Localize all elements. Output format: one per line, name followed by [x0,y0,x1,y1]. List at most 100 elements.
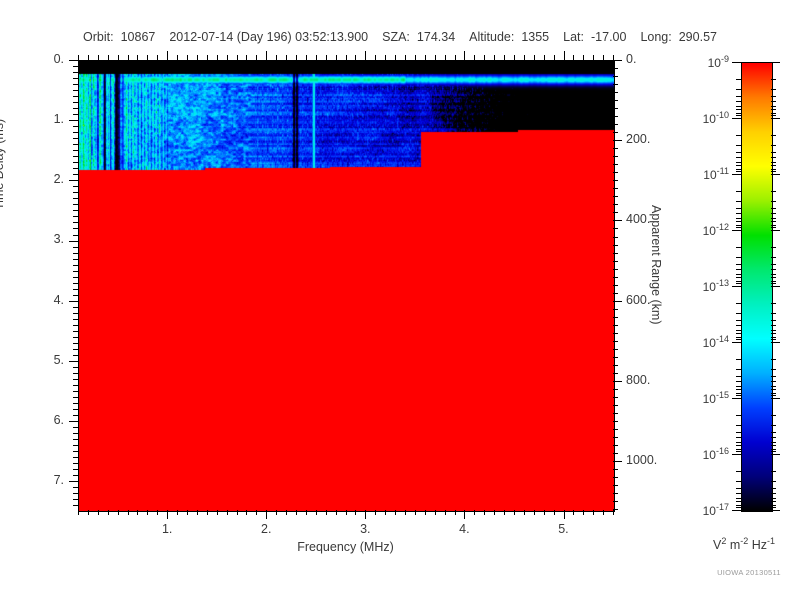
cbar-minor-tick-right [771,256,776,258]
y2-tick [613,421,618,422]
y-tick [73,150,78,152]
x-tick [206,510,208,515]
x-tick-top [573,55,575,60]
cbar-minor-tick-right [771,441,776,443]
y2-tick-label: 600. [626,292,651,307]
x-tick [276,510,278,515]
cbar-minor-tick-right [771,339,776,341]
x-tick [305,510,307,515]
cbar-major-tick [732,510,741,511]
y2-tick [613,180,618,182]
cbar-minor-tick-right [771,375,776,377]
y-tick [69,240,78,242]
y2-tick [613,485,618,487]
cbar-minor-tick [736,424,741,426]
cbar-tick-label: 10-17 [702,502,729,518]
y-tick [73,330,78,332]
cbar-minor-tick-right [771,109,776,111]
x-tick-top [147,55,149,60]
cbar-minor-tick [736,134,741,136]
cbar-tick-label: 10-11 [703,166,729,182]
y-tick [73,138,78,140]
x-tick-top [434,55,436,60]
cbar-minor-tick-right [771,358,776,360]
cbar-minor-tick-right [771,507,776,509]
x-tick [523,510,525,515]
cbar-minor-tick [736,470,741,472]
y2-tick [613,445,618,446]
cbar-major-tick-right [771,454,780,455]
cbar-minor-tick [736,157,741,159]
orbit-label: Orbit: [83,30,114,44]
cbar-minor-tick-right [771,395,776,397]
x-tick-top [385,55,387,60]
x-tick [494,510,496,515]
cbar-minor-tick-right [771,263,776,265]
cbar-minor-tick [736,336,741,338]
cbar-minor-tick [736,263,741,265]
x-tick-top [424,55,426,60]
cbar-minor-tick [736,105,741,107]
y-tick [73,354,78,356]
y-tick-label: 3. [53,232,64,247]
x-tick-top [196,55,198,60]
cbar-minor-tick [736,480,741,482]
x-tick [573,510,575,515]
y2-tick [613,340,618,342]
cbar-minor-tick [736,269,741,271]
cbar-major-tick [732,62,741,63]
cbar-minor-tick [736,431,741,433]
x-tick-top [553,55,555,60]
y2-tick [613,276,618,278]
y2-tick [613,453,618,454]
x-tick-top [256,55,258,60]
y-tick [73,132,78,134]
cbar-minor-tick-right [771,312,776,314]
y-tick [73,342,78,344]
x-tick-top [87,55,89,60]
spectrogram-image [79,61,614,511]
cbar-minor-tick-right [771,329,776,331]
y-tick [73,378,78,380]
cbar-minor-tick-right [771,88,776,90]
cbar-minor-tick [736,501,741,503]
y-tick [73,270,78,272]
cbar-tick-label: 10-10 [702,110,729,126]
y-tick [73,78,78,79]
y2-tick [613,493,618,495]
x-tick [553,510,555,515]
x-tick [167,510,169,519]
y2-tick [613,324,618,326]
y2-tick [613,92,618,94]
cbar-minor-tick-right [771,381,776,383]
cbar-minor-tick [736,325,741,327]
cbar-minor-tick-right [771,157,776,159]
cbar-minor-tick-right [771,437,776,439]
colorbar-unit-label: V2 m-2 Hz-1 [690,536,798,552]
x-tick [236,510,238,515]
y-tick [73,222,78,224]
cbar-minor-tick [736,507,741,509]
y2-tick [613,412,618,414]
x-tick [78,510,79,515]
cbar-minor-tick [736,190,741,192]
y-tick-label: 0. [53,52,64,66]
y2-tick [613,469,618,471]
y-tick [73,414,78,416]
cbar-minor-tick-right [771,414,776,416]
y-tick [73,288,78,290]
x-tick-top [107,55,109,60]
cbar-minor-tick [736,339,741,341]
y-tick [73,276,78,278]
cbar-minor-tick [736,448,741,450]
colorbar [741,62,773,512]
cbar-major-tick [732,342,741,343]
x-tick [117,510,119,515]
x-tick-top [533,55,535,60]
cbar-minor-tick [736,358,741,360]
y-tick [73,318,78,320]
y-tick [73,475,78,477]
y-tick [73,433,78,434]
cbar-major-tick-right [771,510,780,511]
y-tick [73,252,78,254]
